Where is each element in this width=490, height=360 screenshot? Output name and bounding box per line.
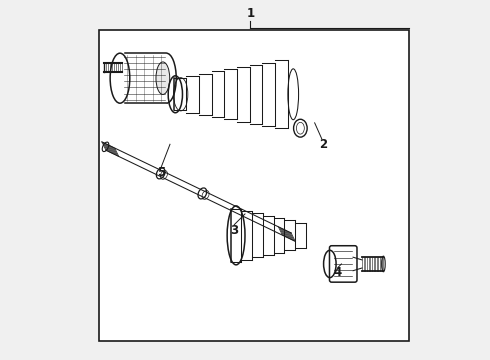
FancyBboxPatch shape — [329, 246, 357, 282]
Ellipse shape — [156, 62, 170, 94]
Text: 5: 5 — [157, 166, 165, 179]
Ellipse shape — [110, 53, 130, 103]
Text: 2: 2 — [319, 138, 328, 151]
Text: 3: 3 — [230, 224, 238, 237]
Text: 1: 1 — [246, 8, 254, 21]
Ellipse shape — [382, 256, 385, 272]
Ellipse shape — [120, 63, 124, 72]
Bar — [98, 30, 409, 341]
Text: 4: 4 — [334, 266, 342, 279]
Ellipse shape — [102, 142, 109, 152]
